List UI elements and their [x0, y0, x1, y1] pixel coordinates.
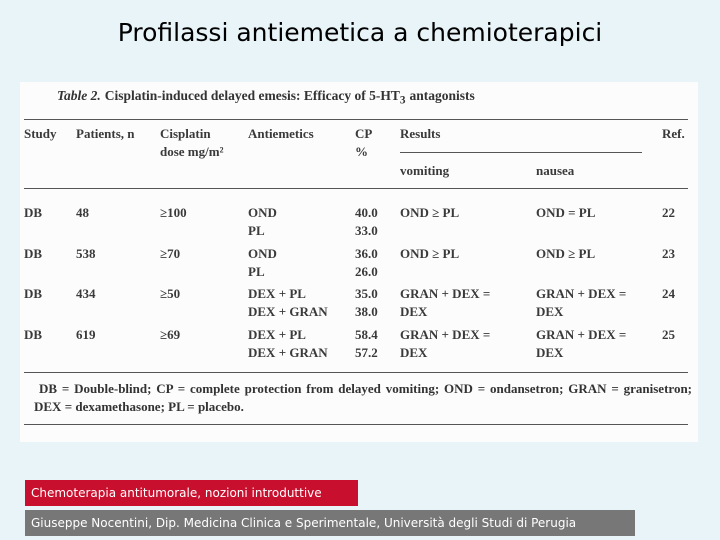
table-cell: ≥100	[160, 205, 187, 220]
table-cell: OND = PL	[536, 205, 596, 220]
caption-label: Table 2.	[57, 88, 101, 103]
table-cell: 48	[76, 205, 89, 220]
header-cell: CP	[355, 126, 373, 141]
course-label: Chemoterapia antitumorale, nozioni intro…	[25, 480, 358, 506]
caption-sub: 3	[399, 94, 406, 107]
table-cell: DEX	[400, 345, 428, 360]
header-cell: Cisplatin	[160, 126, 211, 141]
table-cell: 619	[76, 327, 96, 342]
table-cell: DB	[24, 286, 43, 301]
table-cell: DEX	[400, 304, 428, 319]
table-cell: DEX	[536, 304, 564, 319]
table-cell: PL	[248, 264, 265, 279]
table-cell: 40.0	[355, 205, 378, 220]
table-cell: 58.4	[355, 327, 378, 342]
caption-tail: antagonists	[409, 88, 475, 103]
rule	[24, 188, 688, 189]
footnote: DB = Double-blind; CP = complete protect…	[34, 381, 692, 414]
header-cell: Ref.	[662, 126, 685, 141]
table-cell: 24	[662, 286, 675, 301]
table-cell: GRAN + DEX =	[536, 286, 627, 301]
table-cell: OND ≥ PL	[400, 205, 460, 220]
table-caption: Table 2. Cisplatin-induced delayed emesis…	[57, 88, 475, 107]
table-cell: 22	[662, 205, 675, 220]
table-cell: DB	[24, 246, 43, 261]
caption-text: Cisplatin-induced delayed emesis: Effica…	[104, 88, 400, 103]
table-cell: OND ≥ PL	[400, 246, 460, 261]
table-cell: 434	[76, 286, 96, 301]
header-cell: Antiemetics	[248, 126, 314, 141]
table-cell: 38.0	[355, 304, 378, 319]
table-cell: DEX + GRAN	[248, 345, 328, 360]
table-cell: DEX	[536, 345, 564, 360]
table-cell: ≥69	[160, 327, 181, 342]
table-cell: OND	[248, 205, 277, 220]
rule	[24, 424, 688, 425]
table-cell: DEX + GRAN	[248, 304, 328, 319]
table-cell: 538	[76, 246, 96, 261]
table-cell: DB	[24, 205, 43, 220]
table-cell: ≥70	[160, 246, 181, 261]
rule	[24, 119, 688, 120]
table-cell: DEX + PL	[248, 327, 306, 342]
rule	[400, 152, 642, 153]
table-cell: 35.0	[355, 286, 378, 301]
table-cell: 23	[662, 246, 675, 261]
header-cell: Patients, n	[76, 126, 135, 141]
table-cell: 57.2	[355, 345, 378, 360]
table-cell: 26.0	[355, 264, 378, 279]
table-cell: ≥50	[160, 286, 181, 301]
table-image: Table 2. Cisplatin-induced delayed emesis…	[20, 82, 698, 442]
subheader-cell: vomiting	[400, 163, 450, 178]
author-label: Giuseppe Nocentini, Dip. Medicina Clinic…	[25, 510, 635, 536]
table-cell: GRAN + DEX =	[536, 327, 627, 342]
table-cell: GRAN + DEX =	[400, 286, 491, 301]
header-cell: Study	[24, 126, 57, 141]
table-cell: PL	[248, 223, 265, 238]
table-cell: DB	[24, 327, 43, 342]
table-cell: GRAN + DEX =	[400, 327, 491, 342]
table-cell: 25	[662, 327, 675, 342]
header-cell: Results	[400, 126, 441, 141]
table-cell: OND ≥ PL	[536, 246, 596, 261]
header-cell: %	[355, 144, 368, 159]
rule	[24, 372, 688, 373]
subheader-cell: nausea	[536, 163, 575, 178]
table-cell: OND	[248, 246, 277, 261]
table-cell: 36.0	[355, 246, 378, 261]
table-cell: 33.0	[355, 223, 378, 238]
header-cell: dose mg/m²	[160, 144, 224, 159]
table-cell: DEX + PL	[248, 286, 306, 301]
slide-title: Profilassi antiemetica a chemioterapici	[117, 18, 603, 47]
